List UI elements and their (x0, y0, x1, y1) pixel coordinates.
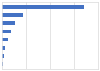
Bar (2, 38, 8, 41)
Bar (2, 21, 15, 25)
Bar (2, 13, 23, 17)
Bar (2, 62, 3, 66)
Bar (2, 54, 4, 58)
Bar (2, 5, 84, 9)
Bar (2, 30, 11, 33)
Bar (2, 46, 5, 50)
